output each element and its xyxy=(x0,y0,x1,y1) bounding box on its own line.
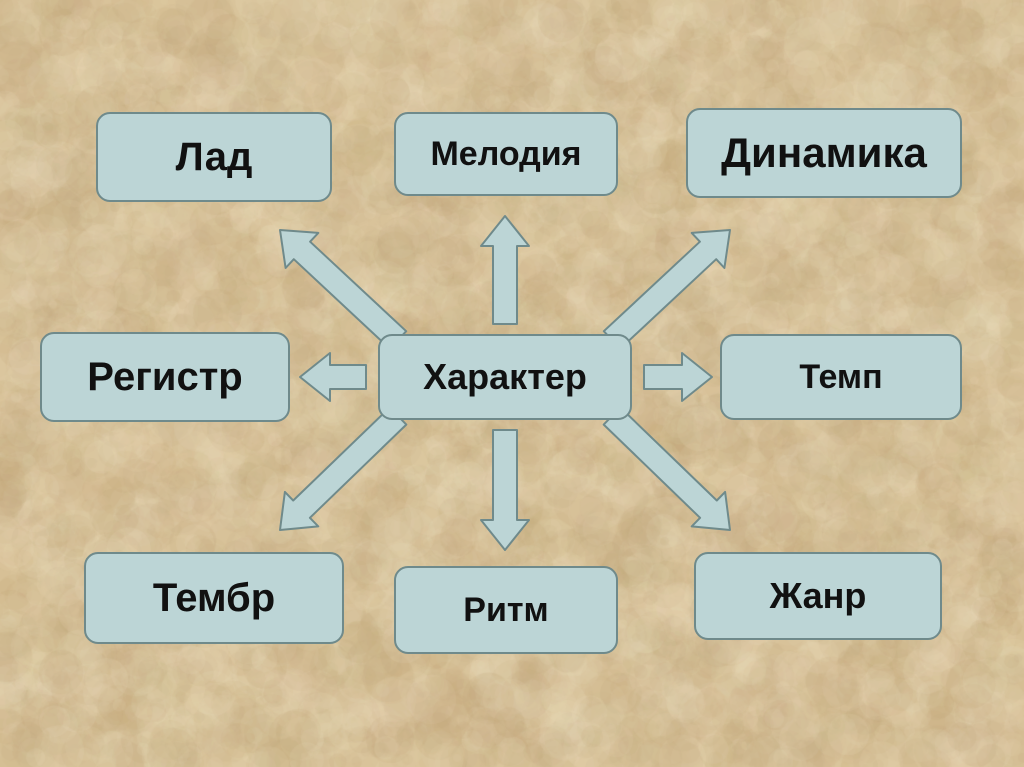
node-label: Жанр xyxy=(770,575,867,617)
diagram-stage: Характер Лад Мелодия Динамика Темп Жанр Ритм Те… xyxy=(0,0,1024,767)
node-label: Мелодия xyxy=(430,135,581,174)
node-melodiya: Мелодия xyxy=(394,112,618,196)
node-lad: Лад xyxy=(96,112,332,202)
node-zhanr: Жанр xyxy=(694,552,942,640)
node-label: Ритм xyxy=(463,591,548,630)
node-ritm: Ритм xyxy=(394,566,618,654)
node-label: Динамика xyxy=(721,129,927,177)
node-temp: Темп xyxy=(720,334,962,420)
node-label: Тембр xyxy=(153,576,275,621)
node-label: Регистр xyxy=(87,355,242,400)
node-label: Темп xyxy=(799,358,882,397)
node-dinamika: Динамика xyxy=(686,108,962,198)
center-node: Характер xyxy=(378,334,632,420)
node-label: Лад xyxy=(176,135,253,180)
node-label: Характер xyxy=(423,356,587,398)
node-tembr: Тембр xyxy=(84,552,344,644)
node-registr: Регистр xyxy=(40,332,290,422)
